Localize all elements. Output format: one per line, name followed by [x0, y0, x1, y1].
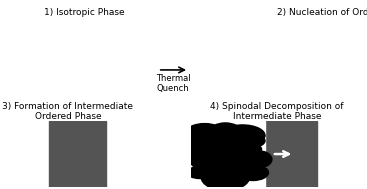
Ellipse shape	[182, 137, 234, 151]
Ellipse shape	[234, 143, 262, 156]
Bar	[191, 121, 265, 187]
Ellipse shape	[189, 139, 213, 169]
Text: 4) Spinodal Decomposition of
Intermediate Phase: 4) Spinodal Decomposition of Intermediat…	[210, 102, 344, 122]
Ellipse shape	[191, 157, 218, 169]
Bar	[49, 121, 106, 187]
Ellipse shape	[201, 164, 250, 189]
Ellipse shape	[186, 124, 224, 142]
Ellipse shape	[217, 149, 255, 167]
Ellipse shape	[244, 151, 272, 168]
Text: Thermal
Quench: Thermal Quench	[156, 74, 190, 93]
Ellipse shape	[213, 137, 244, 155]
Ellipse shape	[237, 134, 265, 147]
Ellipse shape	[188, 167, 211, 178]
Ellipse shape	[200, 157, 234, 175]
Text: 2) Nucleation of Ordered Phase: 2) Nucleation of Ordered Phase	[277, 8, 367, 17]
Ellipse shape	[220, 125, 265, 146]
Bar	[265, 121, 317, 187]
Ellipse shape	[210, 123, 241, 140]
Ellipse shape	[225, 161, 253, 174]
Ellipse shape	[206, 147, 230, 161]
Text: 1) Isotropic Phase: 1) Isotropic Phase	[44, 8, 125, 17]
Text: 3) Formation of Intermediate
Ordered Phase: 3) Formation of Intermediate Ordered Pha…	[3, 102, 133, 122]
Bar	[4, 121, 49, 187]
Bar	[198, 37, 246, 103]
Ellipse shape	[237, 165, 268, 180]
